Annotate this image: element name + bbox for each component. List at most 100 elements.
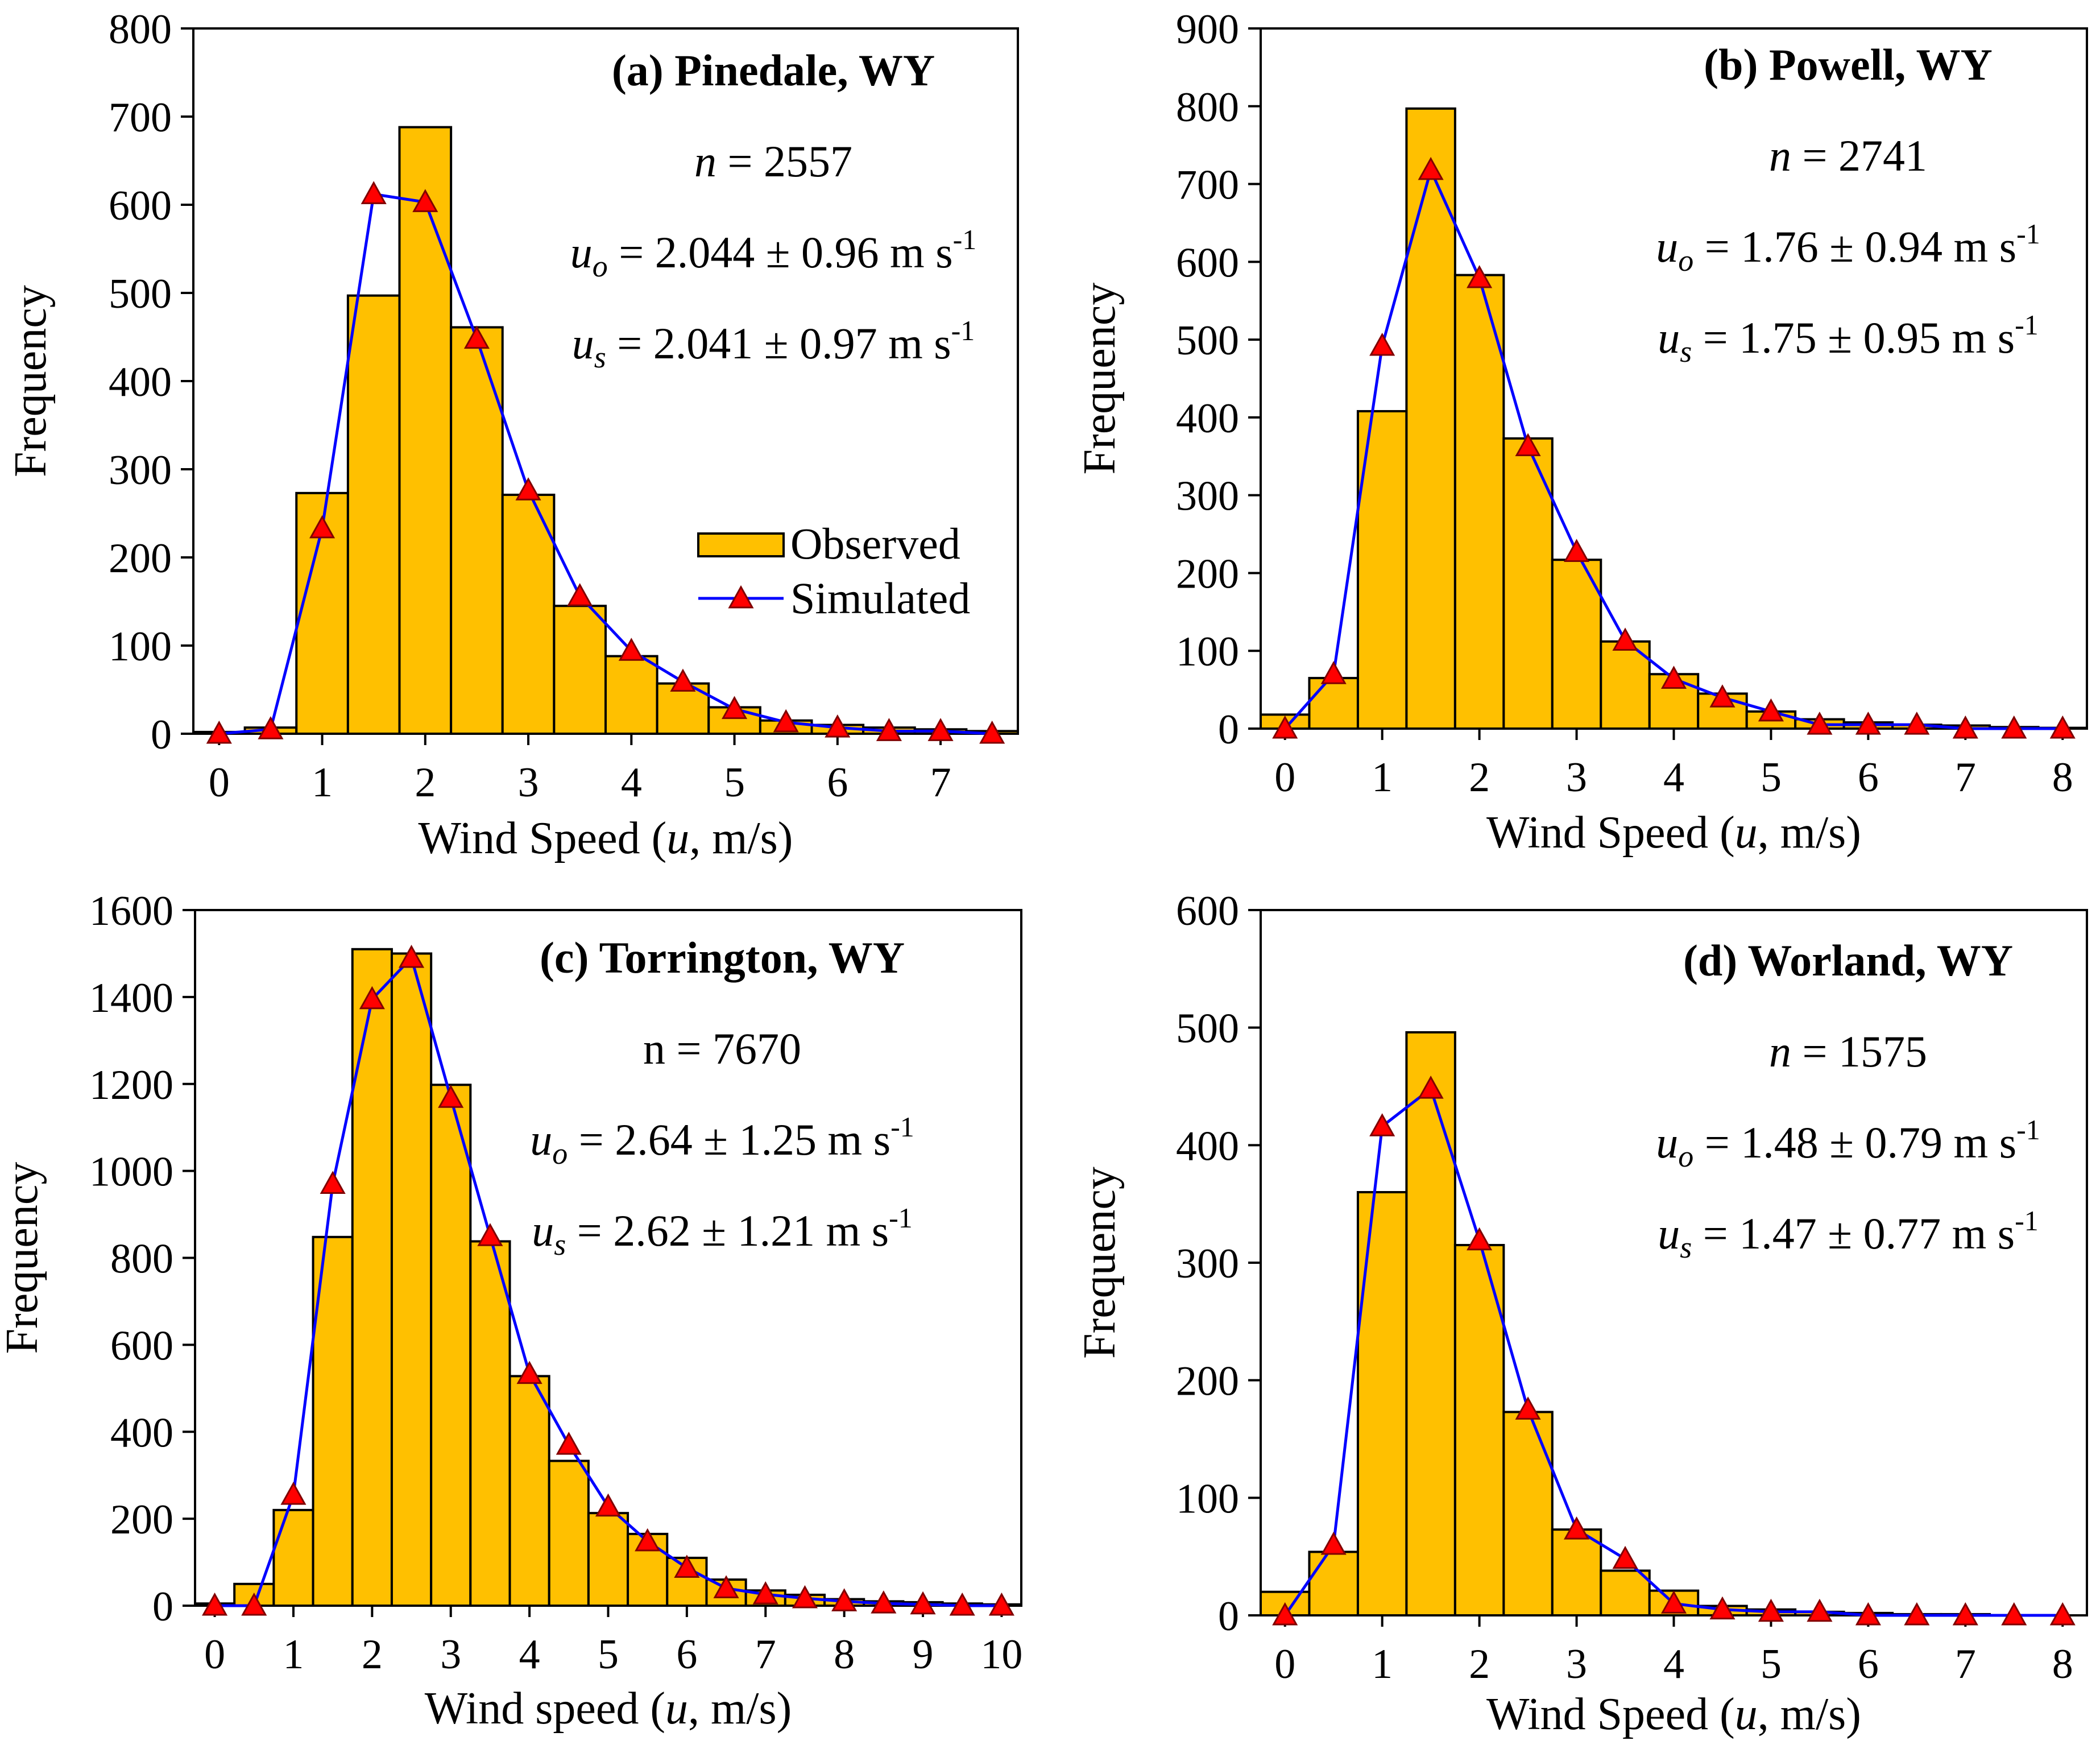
simulated-marker [1904, 712, 1930, 735]
x-axis-title-post: , m/s) [1758, 808, 1861, 858]
x-tick-label: 8 [834, 1631, 855, 1678]
simulated-marker [1272, 1602, 1298, 1626]
simulated-marker [1418, 1076, 1444, 1099]
observed-bar [548, 1460, 590, 1607]
x-tick-label: 5 [598, 1631, 619, 1678]
y-tick-label: 200 [1176, 1358, 1239, 1405]
simulated-marker [280, 1481, 306, 1505]
simulated-marker [1612, 627, 1638, 651]
us-label: u [572, 319, 594, 368]
x-tick-label: 2 [1469, 754, 1490, 801]
uo-exponent: -1 [2016, 218, 2040, 250]
x-axis-title-var: u [665, 1684, 688, 1734]
uo-annotation: uo = 2.044 ± 0.96 m s-1 [570, 224, 976, 283]
x-tick-label: 7 [755, 1631, 776, 1678]
x-tick-label: 1 [1372, 1641, 1393, 1688]
x-tick-label: 2 [1469, 1641, 1490, 1688]
observed-bar [1453, 274, 1505, 730]
simulated-marker [1564, 1516, 1590, 1540]
simulated-marker [1515, 1396, 1541, 1420]
observed-bar [312, 1235, 354, 1607]
chart-panel-1: 0 100 200 300 400 500 600 700 800 900 0 1 2 3 4 5 6 7 8 Fre… [1075, 6, 2088, 858]
x-axis-title-pre: Wind Speed ( [1486, 808, 1735, 858]
observed-bar [1600, 1569, 1651, 1616]
simulated-marker [2001, 1602, 2027, 1626]
observed-bar [1502, 1411, 1554, 1616]
simulated-marker [2001, 715, 2027, 739]
x-axis-title-var: u [1735, 808, 1758, 858]
legend-observed-swatch [697, 532, 785, 557]
legend: Observed Simulated [697, 519, 970, 623]
x-tick-label: 6 [827, 759, 848, 806]
uo-value: = 2.044 ± 0.96 m s [608, 228, 953, 277]
x-axis-title-pre: Wind speed ( [425, 1684, 665, 1734]
y-tick-label: 400 [109, 359, 172, 406]
us-exponent: -1 [2015, 1205, 2039, 1237]
uo-exponent: -1 [2016, 1114, 2040, 1146]
us-value: = 1.47 ± 0.77 m s [1692, 1209, 2015, 1258]
y-tick-label: 200 [1176, 551, 1239, 597]
n-label: n [643, 1024, 665, 1073]
us-value: = 1.75 ± 0.95 m s [1692, 313, 2015, 362]
y-tick-label: 1200 [89, 1062, 173, 1109]
simulated-marker [1418, 156, 1444, 180]
simulated-marker [871, 1590, 897, 1614]
y-axis-title: Frequency [1075, 1167, 1125, 1359]
x-axis-title-pre: Wind Speed ( [1486, 1689, 1735, 1739]
x-tick-label: 1 [283, 1631, 304, 1678]
y-tick-label: 600 [1176, 888, 1239, 935]
x-tick-label: 7 [1955, 754, 1976, 801]
n-label: n [1769, 1027, 1791, 1076]
y-tick-label: 300 [1176, 1241, 1239, 1287]
y-tick-label: 0 [1218, 706, 1239, 753]
simulated-marker [773, 709, 799, 733]
uo-value: = 1.48 ± 0.79 m s [1693, 1118, 2016, 1167]
simulated-marker [309, 515, 335, 539]
observed-bar [398, 126, 453, 735]
legend-simulated-marker [728, 585, 754, 609]
x-tick-label: 2 [362, 1631, 383, 1678]
simulated-marker [567, 583, 593, 606]
simulated-marker [1855, 1602, 1881, 1626]
x-tick-label: 0 [1274, 1641, 1295, 1688]
simulated-marker [241, 1592, 267, 1616]
x-tick-label: 7 [930, 759, 951, 806]
chart-panel-0: 0 100 200 300 400 500 600 700 800 0 1 2 3 4 5 6 7 Frequen… [6, 6, 1019, 863]
us-exponent: -1 [889, 1202, 913, 1234]
x-tick-label: 0 [1274, 754, 1295, 801]
simulated-marker [1904, 1602, 1930, 1626]
simulated-marker [722, 696, 748, 720]
legend-simulated-label: Simulated [790, 573, 970, 623]
simulated-marker [556, 1432, 582, 1455]
uo-subscript: o [552, 1136, 568, 1171]
y-tick-label: 500 [1176, 317, 1239, 364]
y-tick-label: 0 [1218, 1593, 1239, 1640]
simulated-marker [910, 1591, 936, 1615]
uo-label: u [1656, 222, 1678, 271]
simulated-marker [1660, 1590, 1687, 1614]
simulated-marker [618, 638, 644, 661]
simulated-marker [1467, 1227, 1493, 1251]
x-axis-title-post: , m/s) [689, 813, 793, 863]
simulated-marker [713, 1575, 739, 1598]
simulated-marker [831, 1588, 858, 1611]
simulated-marker [1952, 715, 1978, 739]
uo-annotation: uo = 2.64 ± 1.25 m s-1 [530, 1111, 914, 1171]
simulated-marker [979, 720, 1005, 744]
y-tick-label: 900 [1176, 6, 1239, 53]
observed-bar [1356, 1191, 1408, 1616]
n-value: = 2557 [716, 137, 852, 186]
observed-bar [469, 1240, 511, 1607]
us-annotation: us = 1.47 ± 0.77 m s-1 [1658, 1205, 2039, 1264]
y-axis-title: Frequency [1075, 283, 1125, 475]
n-label: n [694, 137, 716, 186]
uo-exponent: -1 [953, 224, 977, 255]
simulated-marker [670, 668, 696, 692]
us-subscript: s [594, 340, 606, 374]
simulated-marker [825, 714, 851, 738]
uo-label: u [530, 1115, 552, 1164]
x-tick-label: 4 [1663, 754, 1684, 801]
us-value: = 2.041 ± 0.97 m s [606, 319, 951, 368]
observed-bar [501, 493, 556, 735]
us-value: = 2.62 ± 1.21 m s [566, 1206, 889, 1255]
